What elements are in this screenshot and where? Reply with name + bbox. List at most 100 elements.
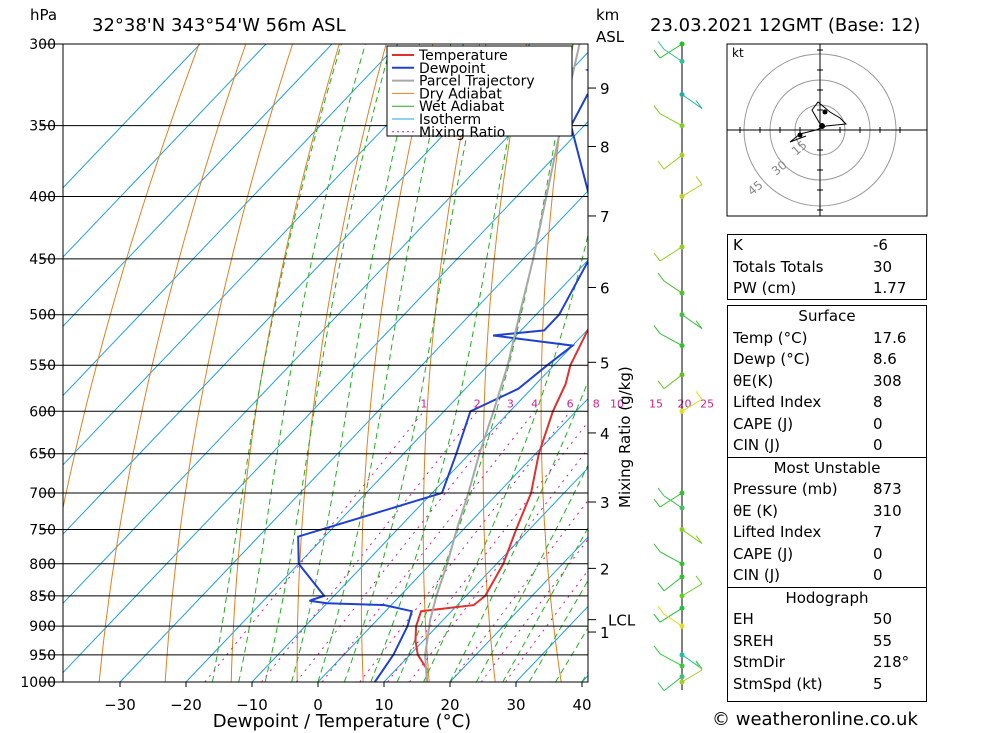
isotherm-line xyxy=(185,259,588,682)
legend-label: Mixing Ratio xyxy=(419,125,505,141)
wind-barb-feather xyxy=(653,105,661,114)
mixing-ratio-label: 1 xyxy=(420,397,427,410)
x-tick-label: 30 xyxy=(506,696,525,714)
mixing-ratio-label: 4 xyxy=(531,397,538,410)
wind-barb-feather xyxy=(657,41,665,50)
x-tick-label: 40 xyxy=(572,696,591,714)
wind-barb xyxy=(663,48,683,62)
hodograph-unit: kt xyxy=(732,46,744,60)
wet-adiabat-line xyxy=(528,579,588,682)
x-tick-label: 10 xyxy=(374,696,393,714)
wind-barb xyxy=(659,333,683,347)
wind-barb-feather xyxy=(657,605,665,615)
surface-key: CAPE (J) xyxy=(733,414,794,433)
wind-barb xyxy=(659,551,683,565)
wind-barb-feather xyxy=(695,391,703,400)
location-title: 32°38'N 343°54'W 56m ASL xyxy=(92,15,346,36)
mu-value: 0 xyxy=(873,544,883,563)
pressure-tick-label: 500 xyxy=(29,308,56,324)
dry-adiabat-line xyxy=(993,26,1000,708)
pressure-tick-label: 550 xyxy=(29,358,56,374)
pressure-tick-label: 600 xyxy=(29,404,56,420)
height-tick-label: 6 xyxy=(600,280,610,298)
pressure-tick-label: 1000 xyxy=(20,675,56,691)
parameters-panel: Surface Temp (°C) 17.6 Dewp (°C) 8.6 θE(K)… xyxy=(727,305,927,702)
index-key: Totals Totals xyxy=(733,257,824,276)
surface-value: 0 xyxy=(873,414,883,433)
wind-barb xyxy=(663,374,683,390)
pressure-tick-label: 350 xyxy=(29,119,56,135)
mu-value: 310 xyxy=(873,501,902,520)
legend-label: Parcel Trajectory xyxy=(419,74,535,90)
legend-label: Dewpoint xyxy=(419,61,486,77)
wind-profile xyxy=(653,41,703,692)
index-value: 1.77 xyxy=(873,279,907,297)
mixing-ratio-line xyxy=(480,538,588,682)
legend-box xyxy=(386,45,573,137)
index-key: K xyxy=(733,236,743,254)
surface-value: 8 xyxy=(873,393,883,411)
x-tick-label: −30 xyxy=(104,696,136,714)
height-tick-label: 2 xyxy=(600,560,610,578)
legend-label: Wet Adiabat xyxy=(419,99,505,115)
wind-barb-feather xyxy=(657,582,665,592)
dry-adiabat-line xyxy=(540,44,574,682)
indices-panel: K -6 Totals Totals 30 PW (cm) 1.77 xyxy=(727,234,927,300)
footer-credit[interactable]: © weatheronline.co.uk xyxy=(712,709,918,730)
surface-key: Dewp (°C) xyxy=(733,350,811,368)
mu-value: 7 xyxy=(873,523,883,541)
isotherm-line xyxy=(251,328,588,682)
wind-barb-feather xyxy=(657,272,665,282)
hodo-key: StmDir xyxy=(733,653,785,671)
pressure-tick-label: 950 xyxy=(29,648,56,664)
surface-key: Temp (°C) xyxy=(733,328,808,347)
index-key: PW (cm) xyxy=(733,279,797,297)
height-tick-label: 1 xyxy=(600,624,610,642)
isotherm-line xyxy=(63,44,399,397)
surface-value: 8.6 xyxy=(873,350,897,368)
wind-barb xyxy=(681,654,703,670)
hodograph-title: Hodograph xyxy=(728,586,926,610)
wind-barb-feather xyxy=(695,660,703,670)
surface-value: 308 xyxy=(873,371,902,390)
wind-barb-feather xyxy=(653,252,661,262)
x-axis-label: Dewpoint / Temperature (°C) xyxy=(213,711,471,732)
wind-barb xyxy=(663,676,683,692)
pressure-tick-label: 800 xyxy=(29,557,56,573)
hodo-value: 5 xyxy=(873,674,883,693)
mu-key: Pressure (mb) xyxy=(733,480,838,498)
wind-barb-feather xyxy=(657,682,665,691)
isotherm-line xyxy=(63,51,588,605)
isotherm-line xyxy=(317,397,588,682)
wind-barb-feather xyxy=(653,498,661,508)
wind-barb xyxy=(663,576,683,592)
dry-adiabat-line xyxy=(482,44,527,682)
wind-barb xyxy=(681,669,703,683)
isotherm-line xyxy=(63,120,588,674)
dry-adiabat-line xyxy=(947,26,1000,708)
wind-barb-feather xyxy=(653,645,661,655)
wind-barb-feather xyxy=(657,487,665,497)
dry-adiabat-line xyxy=(360,44,434,682)
wet-adiabat-line xyxy=(475,464,588,682)
wind-barb xyxy=(681,94,703,109)
height-tick-label: 9 xyxy=(600,80,610,98)
wind-barb xyxy=(681,398,703,412)
wind-barb-feather xyxy=(657,160,665,170)
mu-value: 873 xyxy=(873,480,902,498)
legend-label: Isotherm xyxy=(419,112,481,128)
height-tick-label: 3 xyxy=(600,494,610,512)
wind-barb-feather xyxy=(695,176,703,185)
isotherm-line xyxy=(383,467,588,682)
mixing-ratio-label: 20 xyxy=(678,397,692,410)
wind-barb xyxy=(681,314,703,330)
hodo-value: 218° xyxy=(873,653,910,671)
pressure-tick-label: 850 xyxy=(29,589,56,605)
pressure-tick-label: 750 xyxy=(29,523,56,539)
surface-key: θE(K) xyxy=(733,371,774,390)
wind-barb xyxy=(663,154,683,170)
wind-barb-feather xyxy=(695,575,703,585)
surface-value: 0 xyxy=(873,436,883,454)
mixing-ratio-label: 10 xyxy=(610,397,624,410)
